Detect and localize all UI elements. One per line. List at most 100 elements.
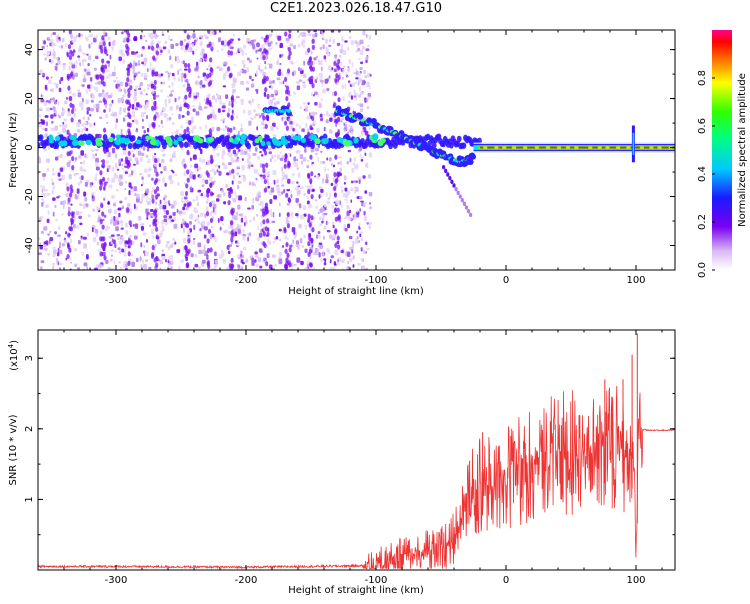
noise-streak-dot [187, 248, 191, 254]
noise-speckle [358, 222, 361, 227]
noise-streak-dot [262, 241, 266, 247]
noise-speckle [327, 65, 332, 71]
noise-streak-dot [66, 52, 70, 58]
noise-speckle [73, 247, 78, 252]
noise-speckle [145, 259, 149, 263]
noise-speckle [95, 166, 100, 171]
noise-speckle [327, 173, 330, 177]
noise-streak-dot [152, 94, 157, 101]
noise-speckle [318, 252, 321, 258]
noise-speckle [176, 208, 179, 213]
noise-streak-dot [153, 84, 157, 91]
noise-speckle [111, 111, 115, 115]
noise-speckle [167, 263, 171, 268]
noise-speckle [122, 205, 124, 210]
noise-streak-dot [265, 218, 270, 224]
noise-speckle [204, 213, 207, 218]
noise-speckle [82, 236, 87, 240]
noise-speckle [213, 264, 218, 268]
noise-speckle [190, 253, 194, 258]
noise-speckle [117, 207, 122, 211]
snr-ylabel: SNR (10 * v/v) [8, 414, 19, 485]
noise-speckle [327, 168, 330, 171]
noise-speckle [236, 211, 239, 217]
noise-streak-dot [334, 242, 338, 248]
noise-streak-dot [337, 214, 341, 220]
noise-streak-dot [265, 115, 269, 121]
noise-streak-dot [188, 92, 192, 98]
noise-speckle [139, 34, 143, 40]
noise-speckle [162, 204, 167, 210]
noise-speckle [88, 55, 92, 61]
noise-speckle [88, 43, 91, 49]
noise-speckle [277, 71, 282, 76]
noise-speckle [307, 203, 312, 209]
noise-speckle [118, 56, 122, 62]
noise-speckle [87, 116, 90, 121]
noise-speckle [346, 204, 350, 210]
noise-speckle [267, 147, 272, 150]
noise-streak-dot [187, 238, 191, 244]
noise-speckle [310, 268, 314, 270]
noise-speckle [194, 163, 199, 168]
noise-speckle [292, 71, 294, 77]
noise-speckle [346, 75, 349, 78]
noise-streak-dot [286, 252, 290, 258]
low-freq-band [246, 142, 252, 150]
noise-speckle [139, 91, 144, 95]
noise-speckle [341, 204, 343, 208]
noise-speckle [168, 116, 171, 121]
noise-speckle [245, 87, 250, 91]
noise-speckle [291, 173, 295, 176]
noise-speckle [53, 82, 56, 85]
noise-speckle [238, 175, 241, 178]
noise-speckle [46, 45, 49, 48]
noise-streak-dot [153, 100, 157, 107]
spectrogram-ylabel: Frequency (Hz) [8, 112, 19, 188]
noise-speckle [260, 221, 263, 227]
noise-speckle [171, 219, 175, 222]
noise-speckle [361, 82, 365, 86]
noise-speckle [55, 218, 59, 222]
noise-speckle [52, 211, 55, 217]
noise-speckle [260, 154, 264, 157]
noise-speckle [366, 96, 371, 100]
noise-speckle [133, 186, 138, 192]
noise-speckle [354, 40, 358, 44]
noise-speckle [172, 200, 177, 206]
noise-speckle [204, 179, 209, 185]
noise-speckle [313, 267, 316, 270]
noise-streak-dot [126, 163, 130, 169]
noise-speckle [250, 164, 254, 168]
noise-speckle [163, 197, 166, 201]
noise-speckle [239, 265, 242, 270]
snr-ytick-label: 1 [24, 496, 35, 502]
noise-speckle [326, 157, 329, 161]
noise-speckle [276, 187, 280, 192]
noise-speckle [232, 174, 235, 180]
noise-speckle [59, 262, 63, 266]
noise-speckle [90, 99, 94, 103]
noise-speckle [324, 78, 329, 84]
noise-speckle [290, 190, 292, 194]
noise-speckle [164, 98, 167, 104]
noise-streak-dot [124, 267, 129, 270]
noise-speckle [145, 154, 149, 158]
noise-speckle [89, 182, 92, 188]
spectrogram-xtick-label: -200 [235, 275, 258, 286]
noise-speckle [302, 81, 306, 84]
noise-streak-dot [152, 221, 156, 227]
noise-speckle [334, 249, 339, 255]
noise-speckle [279, 238, 281, 242]
noise-speckle [142, 232, 147, 236]
noise-speckle [255, 213, 259, 217]
noise-streak-dot [229, 50, 234, 56]
noise-speckle [354, 238, 359, 244]
noise-speckle [62, 200, 67, 205]
noise-speckle [43, 226, 48, 231]
noise-streak-dot [265, 76, 269, 82]
noise-speckle [262, 71, 266, 77]
noise-speckle [113, 209, 118, 215]
noise-speckle [137, 87, 142, 91]
noise-speckle [365, 162, 369, 168]
